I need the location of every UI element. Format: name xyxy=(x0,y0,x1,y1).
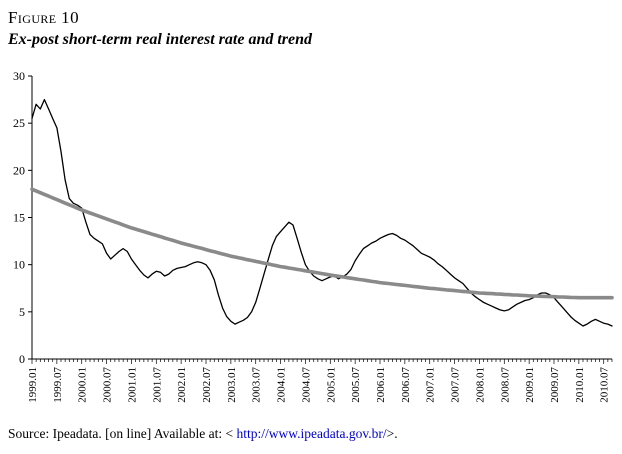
y-tick-label: 30 xyxy=(13,69,25,83)
line-chart: 0 5 10 15 20 25 30 1999.01 1999.07 2000.01 2000.07… xyxy=(13,69,614,403)
x-tick-label: 2000.07 xyxy=(102,367,114,403)
figure-label: Figure 10 xyxy=(8,8,79,27)
figure-title: Ex-post short-term real interest rate an… xyxy=(8,31,313,48)
x-tick-label: 2001.01 xyxy=(126,367,138,403)
y-tick-label: 20 xyxy=(13,163,25,177)
x-tick-label: 2002.01 xyxy=(176,367,188,403)
source-note: Source: Ipeadata. [on line] Available at… xyxy=(0,426,622,442)
x-tick-label: 2004.01 xyxy=(276,367,288,403)
x-tick-label: 2003.07 xyxy=(251,367,263,403)
x-tick-label: 2003.01 xyxy=(226,367,238,403)
y-tick-label: 10 xyxy=(13,258,25,272)
y-tick-label: 15 xyxy=(13,211,25,225)
x-tick-label: 2001.07 xyxy=(151,367,163,403)
x-tick-label: 2007.07 xyxy=(450,367,462,403)
x-tick-label: 2006.07 xyxy=(400,367,412,403)
source-text: Source: Ipeadata. [on line] Available at… xyxy=(8,426,237,441)
series-trend xyxy=(30,187,614,300)
series-ex-post-short-term-real-interest-rate xyxy=(31,98,613,327)
x-tick-label: 2005.07 xyxy=(350,367,362,403)
y-tick-label: 5 xyxy=(19,305,25,319)
x-tick-label: 2000.01 xyxy=(77,367,89,403)
x-tick-label: 2005.01 xyxy=(325,367,337,403)
x-tick-label: 2009.01 xyxy=(524,367,536,403)
source-link[interactable]: http://www.ipeadata.gov.br/ xyxy=(236,426,387,441)
x-tick-label: 2010.07 xyxy=(599,367,611,403)
x-tick-label: 2010.01 xyxy=(574,367,586,403)
y-tick-label: 25 xyxy=(13,116,25,130)
x-tick-label: 2009.07 xyxy=(549,367,561,403)
x-tick-label: 2007.01 xyxy=(425,367,437,403)
x-tick-label: 1999.07 xyxy=(52,367,64,403)
x-tick-label: 2004.07 xyxy=(300,367,312,403)
y-tick-label: 0 xyxy=(19,352,25,366)
x-tick-label: 2002.07 xyxy=(201,367,213,403)
x-tick-label: 2006.01 xyxy=(375,367,387,403)
x-tick-label: 2008.01 xyxy=(474,367,486,403)
x-tick-label: 2008.07 xyxy=(499,367,511,403)
x-tick-label: 1999.01 xyxy=(27,367,39,403)
source-suffix: >. xyxy=(386,426,398,441)
figure-header: Figure 10 Ex-post short-term real intere… xyxy=(0,0,622,50)
